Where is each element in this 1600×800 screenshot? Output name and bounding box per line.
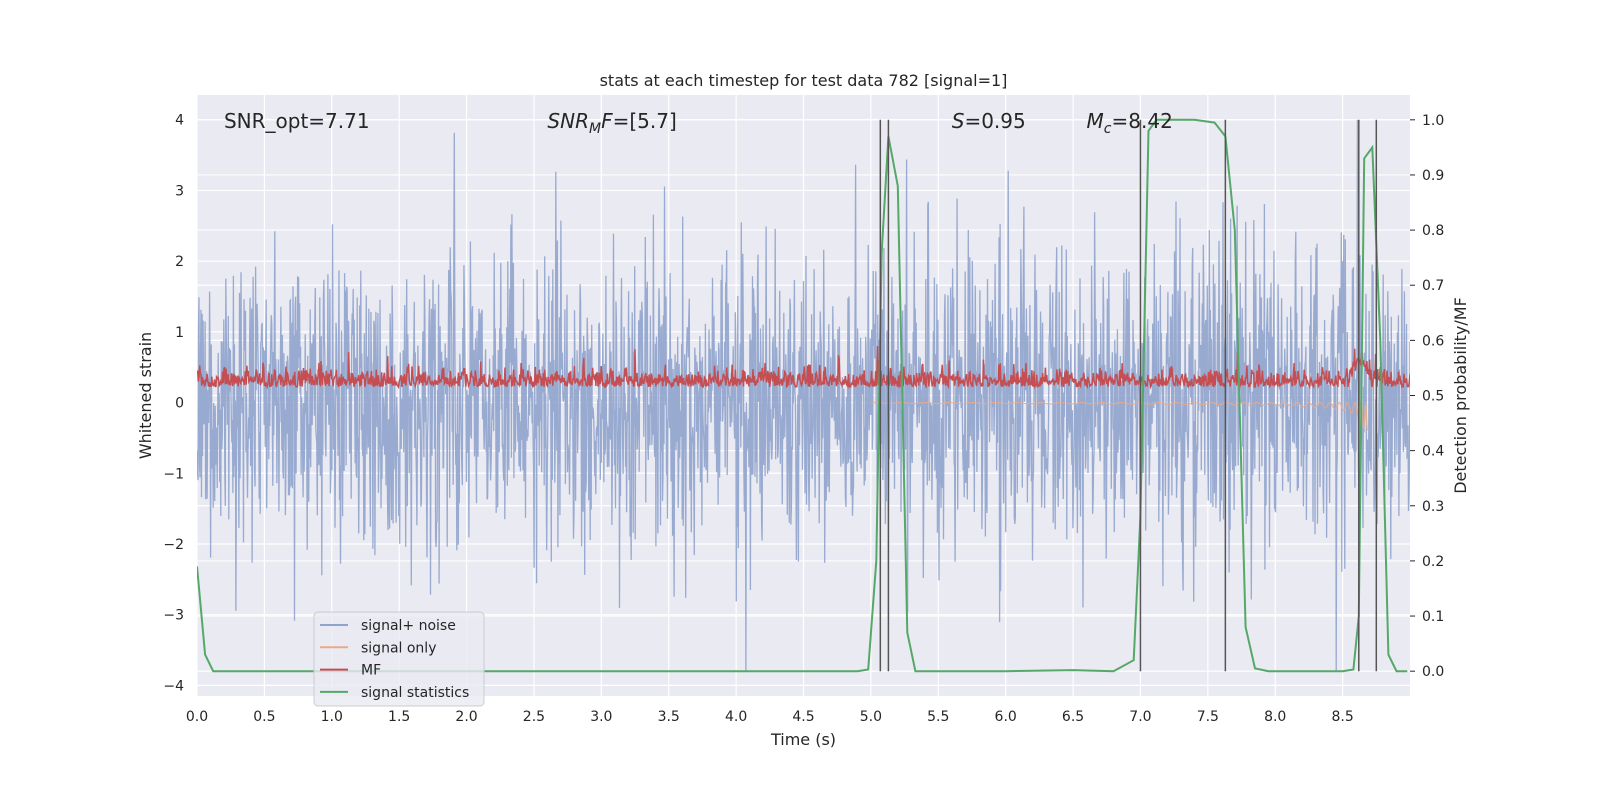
y-tick-label: 2	[175, 254, 184, 270]
x-tick-label: 3.0	[590, 709, 612, 725]
y-axis-label: Whitened strain	[136, 332, 155, 459]
legend-label: signal only	[361, 640, 436, 656]
x-tick-label: 0.0	[186, 709, 208, 725]
x-tick-label: 1.5	[388, 709, 410, 725]
x-tick-label: 5.0	[860, 709, 882, 725]
y-right-tick-label: 0.2	[1422, 554, 1444, 570]
y-tick-label: 3	[175, 183, 184, 199]
annotation-snr_mf: SNRMF=[5.7]	[547, 109, 676, 137]
x-tick-label: 7.5	[1197, 709, 1219, 725]
x-tick-label: 4.5	[792, 709, 814, 725]
series-signal-statistics	[197, 118, 1408, 673]
y-tick-label: −3	[163, 608, 184, 624]
series-signal-only	[870, 401, 1370, 431]
x-tick-label: 6.0	[995, 709, 1017, 725]
y-tick-label: 1	[175, 325, 184, 341]
y-right-tick-label: 0.4	[1422, 444, 1444, 460]
legend-label: signal statistics	[361, 685, 469, 701]
x-tick-label: 3.5	[658, 709, 680, 725]
y-right-tick-label: 0.1	[1422, 609, 1444, 625]
y-tick-label: −4	[163, 678, 184, 694]
annotation-s: S=0.95	[952, 109, 1026, 133]
y-tick-label: −2	[163, 537, 184, 553]
legend-label: signal+ noise	[361, 618, 456, 634]
vertical-lines	[879, 119, 1378, 672]
y-right-tick-label: 1.0	[1422, 113, 1444, 129]
y-right-tick-label: 0.0	[1422, 664, 1444, 680]
y-right-tick-label: 0.3	[1422, 499, 1444, 515]
x-tick-label: 2.5	[523, 709, 545, 725]
annotations: SNR_opt=7.71 SNRMF=[5.7] S=0.95 Mc=8.42	[224, 109, 1173, 137]
legend: signal+ noise signal only MF signal statist…	[313, 611, 485, 707]
annotation-snr_opt: SNR_opt=7.71	[224, 109, 370, 133]
x-tick-label: 2.0	[455, 709, 477, 725]
y-tick-label: 0	[175, 396, 184, 412]
y-right-tick-label: 0.8	[1422, 223, 1444, 239]
annotation-mc: Mc=8.42	[1087, 109, 1173, 137]
x-tick-label: 4.0	[725, 709, 747, 725]
x-axis-label: Time (s)	[770, 730, 836, 749]
y-right-tick-label: 0.9	[1422, 168, 1444, 184]
legend-box	[313, 611, 485, 707]
x-tick-label: 8.5	[1331, 709, 1353, 725]
x-tick-label: 5.5	[927, 709, 949, 725]
x-tick-label: 7.0	[1129, 709, 1151, 725]
legend-label: MF	[361, 663, 381, 679]
y-right-tick-label: 0.5	[1422, 389, 1444, 405]
y-tick-label: −1	[163, 466, 184, 482]
y-tick-label: 4	[175, 113, 184, 129]
x-tick-label: 8.0	[1264, 709, 1286, 725]
y-axis-label-right: Detection probability/MF	[1451, 297, 1470, 494]
y-right-tick-label: 0.7	[1422, 278, 1444, 294]
series-signal-noise	[197, 119, 1410, 672]
chart-title: stats at each timestep for test data 782…	[600, 71, 1008, 90]
series-mf	[197, 345, 1410, 390]
series-layer	[197, 118, 1410, 673]
y-right-tick-label: 0.6	[1422, 333, 1444, 349]
x-tick-label: 1.0	[321, 709, 343, 725]
x-tick-label: 6.5	[1062, 709, 1084, 725]
ticks: 0.0 0.5 1.0 1.5 2.0 2.5 3.0 3.5 4.0 4.5 5.0 5.5 6.0 6…	[163, 113, 1444, 725]
x-tick-label: 0.5	[253, 709, 275, 725]
